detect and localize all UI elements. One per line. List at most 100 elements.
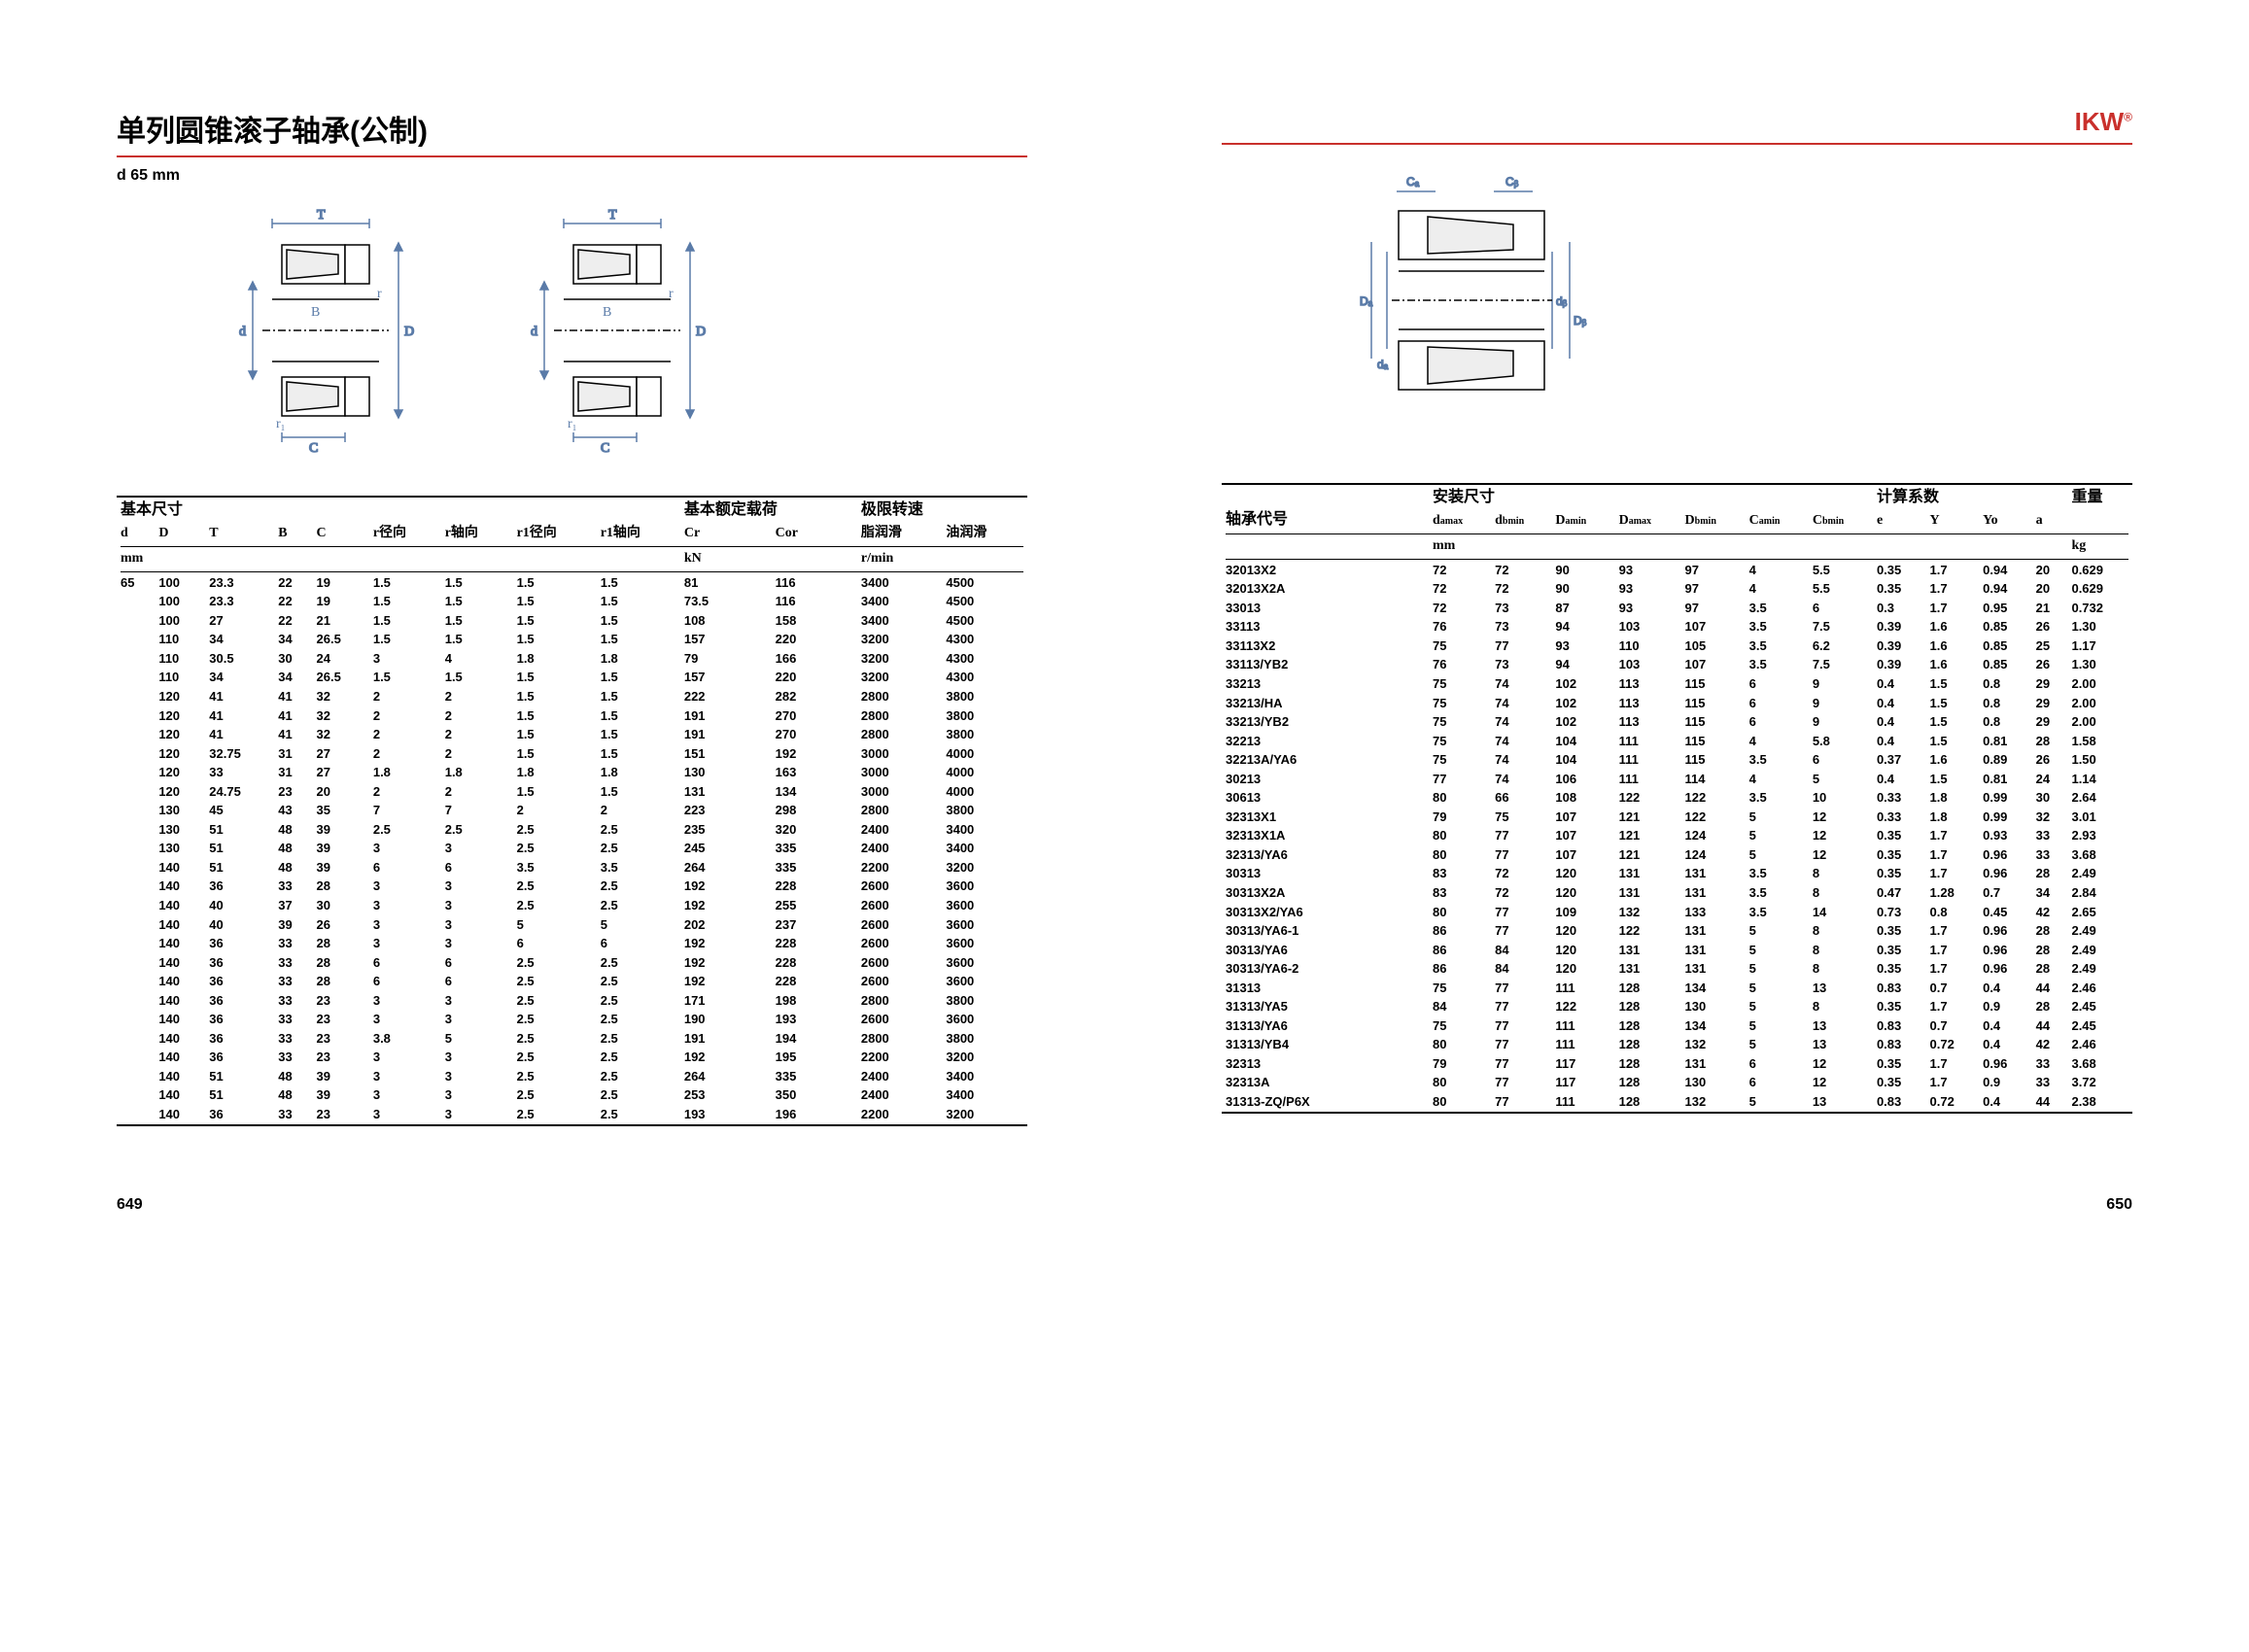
right-data-table: 轴承代号 安装尺寸 计算系数 重量 damax dbmin Damin Dama… [1222, 485, 2132, 1112]
bearing-diagram-1: T D d C [233, 204, 428, 457]
table-row: 32013X2A727290939745.50.351.70.94200.629 [1222, 579, 2132, 599]
svg-text:Cₐ: Cₐ [1406, 175, 1420, 189]
table-row: 31313/YB480771111281325130.830.720.4422.… [1222, 1035, 2132, 1054]
section-weight: 重量 [2071, 489, 2102, 505]
table-row: 120414132221.51.522228228003800 [117, 687, 1027, 706]
svg-text:dᵦ: dᵦ [1556, 294, 1568, 308]
col-r-radial: r径向 [369, 523, 441, 545]
svg-text:d: d [239, 325, 246, 339]
table-row: 110343426.51.51.51.51.515722032004300 [117, 630, 1027, 649]
svg-text:Dᵦ: Dᵦ [1574, 314, 1587, 327]
header-row: d D T B C r径向 r轴向 r1径向 r1轴向 Cr Cor 脂润滑 油… [117, 523, 1027, 545]
col-oil: 油润滑 [942, 523, 1027, 545]
svg-text:dₐ: dₐ [1377, 358, 1389, 371]
table-row: 32213A/YA675741041111153.560.371.60.8926… [1222, 750, 2132, 770]
col-C: C [313, 523, 369, 545]
table-row: 32013X2727290939745.50.351.70.94200.629 [1222, 561, 2132, 580]
table-row: 30313/YA6-18677120122131580.351.70.96282… [1222, 921, 2132, 941]
unit-kn: kN [680, 548, 857, 570]
table-row: 140403926335520223726003600 [117, 915, 1027, 935]
table-row: 120414132221.51.519127028003800 [117, 706, 1027, 726]
table-row: 12024.752320221.51.513113430004000 [117, 782, 1027, 802]
svg-text:r: r [377, 287, 382, 301]
page-number-left: 649 [117, 1196, 143, 1214]
table-row: 130454335772222329828003800 [117, 801, 1027, 820]
svg-text:r₁: r₁ [568, 417, 577, 431]
svg-text:C: C [601, 441, 609, 456]
svg-text:C: C [309, 441, 318, 456]
col-T: T [205, 523, 274, 545]
table-row: 32313A80771171281306120.351.70.9333.72 [1222, 1073, 2132, 1092]
diagram-row-left: T D d C [117, 204, 1027, 457]
svg-text:D: D [404, 325, 414, 339]
table-row: 31313/YA58477122128130580.351.70.9282.45 [1222, 997, 2132, 1016]
table-row: 33113X27577931101053.56.20.391.60.85251.… [1222, 637, 2132, 656]
table-row: 1305148392.52.52.52.523532024003400 [117, 820, 1027, 840]
table-row: 12032.753127221.51.515119230004000 [117, 744, 1027, 764]
unit-mm: mm [117, 548, 369, 570]
table-row: 140514839332.52.525335024003400 [117, 1085, 1027, 1105]
table-row: 110343426.51.51.51.51.515722032004300 [117, 668, 1027, 687]
table-row: 3061380661081221223.5100.331.80.99302.64 [1222, 788, 2132, 808]
brand-logo: IKW® [2075, 107, 2132, 137]
table-row: 30313/YA6-28684120131131580.351.70.96282… [1222, 959, 2132, 979]
col-r1-radial: r1径向 [513, 523, 597, 545]
table-row: 31313-ZQ/P6X80771111281325130.830.720.44… [1222, 1092, 2132, 1112]
subtitle: d 65 mm [117, 167, 1027, 185]
table-row: 130514839332.52.524533524003400 [117, 839, 1027, 858]
table-row: 140514839663.53.526433522003200 [117, 858, 1027, 878]
unit-kg: kg [2067, 535, 2132, 558]
table-row: 302137774106111114450.41.50.81241.14 [1222, 770, 2132, 789]
table-row: 32313X179751071211225120.331.80.99323.01 [1222, 808, 2132, 827]
col-D: D [155, 523, 205, 545]
table-row: 140363323332.52.517119828003800 [117, 991, 1027, 1011]
col-r1-axial: r1轴向 [597, 523, 680, 545]
table-row: 33213/HA7574102113115690.41.50.8292.00 [1222, 694, 2132, 713]
unit-mm-right: mm [1429, 535, 1873, 558]
table-row: 30313X2/YA680771091321333.5140.730.80.45… [1222, 903, 2132, 922]
col-Cr: Cr [680, 523, 772, 545]
table-row: 332137574102113115690.41.50.8292.00 [1222, 674, 2132, 694]
table-row: 140363323332.52.519319622003200 [117, 1105, 1027, 1124]
table-row: 31313/YA675771111281345130.830.70.4442.4… [1222, 1016, 2132, 1036]
table-row: 3031383721201311313.580.351.70.96282.49 [1222, 864, 2132, 883]
table-row: 140363328336619222826003600 [117, 934, 1027, 953]
table-row: 140363328662.52.519222826003600 [117, 953, 1027, 973]
right-table-body: 32013X2727290939745.50.351.70.94200.6293… [1222, 561, 2132, 1112]
title-row: 单列圆锥滚子轴承(公制) [117, 107, 1027, 157]
section-basic-dims: 基本尺寸 [121, 501, 183, 518]
page-number-right: 650 [2106, 1196, 2132, 1214]
table-row: 120414132221.51.519127028003800 [117, 725, 1027, 744]
svg-text:d: d [531, 325, 537, 339]
left-table-body: 6510023.322191.51.51.51.58111634004500 10… [117, 573, 1027, 1124]
table-row: 32213757410411111545.80.41.50.81281.58 [1222, 732, 2132, 751]
svg-text:D: D [696, 325, 706, 339]
table-row: 140403730332.52.519225526003600 [117, 896, 1027, 915]
section-bearing-code: 轴承代号 [1226, 511, 1288, 528]
table-row: 33113/YB27673941031073.57.50.391.60.8526… [1222, 655, 2132, 674]
table-row: 3231379771171281316120.351.70.96333.68 [1222, 1054, 2132, 1074]
col-B: B [274, 523, 312, 545]
left-data-table: 基本尺寸 基本额定载荷 极限转速 d D T B C r径向 r轴向 r1径向 … [117, 498, 1027, 1124]
table-row: 6510023.322191.51.51.51.58111634004500 [117, 573, 1027, 593]
section-mounting: 安装尺寸 [1433, 489, 1495, 505]
table-row: 140363323332.52.519219522003200 [117, 1048, 1027, 1067]
right-page: IKW® Cₐ Cᵦ Dₐ dₐ dᵦ Dᵦ [1222, 107, 2132, 1126]
page-title: 单列圆锥滚子轴承(公制) [117, 107, 428, 150]
table-row: 33213/YB27574102113115690.41.50.8292.00 [1222, 712, 2132, 732]
table-row: 1002722211.51.51.51.510815834004500 [117, 611, 1027, 631]
table-row: 1403633233.852.52.519119428003800 [117, 1029, 1027, 1049]
table-row: 140363328332.52.519222826003600 [117, 877, 1027, 896]
mounting-diagram: Cₐ Cᵦ Dₐ dₐ dᵦ Dᵦ [1358, 174, 1591, 427]
svg-text:T: T [317, 208, 326, 223]
col-grease: 脂润滑 [857, 523, 943, 545]
section-calc: 计算系数 [1877, 489, 1939, 505]
svg-text:T: T [608, 208, 617, 223]
svg-text:B: B [603, 305, 611, 320]
col-d: d [117, 523, 155, 545]
table-row: 140514839332.52.526433524003400 [117, 1067, 1027, 1086]
table-row: 1203331271.81.81.81.813016330004000 [117, 763, 1027, 782]
diagram-row-right: Cₐ Cᵦ Dₐ dₐ dᵦ Dᵦ [1222, 174, 2132, 427]
unit-rmin: r/min [857, 548, 1027, 570]
table-row: 140363328662.52.519222826003600 [117, 972, 1027, 991]
